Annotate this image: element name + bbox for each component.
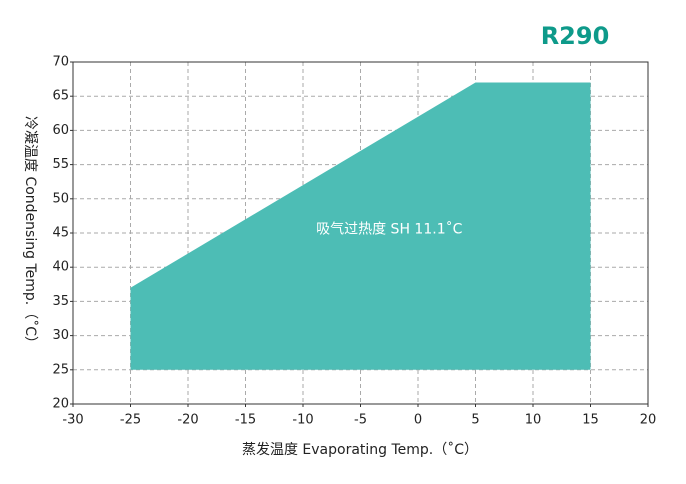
x-tick-label: 0 [414, 413, 422, 428]
y-tick-label: 45 [52, 226, 69, 241]
y-tick-label: 30 [52, 328, 69, 343]
plot-frame [72, 61, 649, 405]
x-tick-label: -5 [354, 413, 367, 428]
y-axis-label: 冷凝温度 Condensing Temp.（˚C） [22, 116, 39, 350]
y-tick-label: 65 [52, 89, 69, 104]
x-tick-label: 10 [525, 413, 542, 428]
y-tick-label: 70 [52, 55, 69, 70]
y-tick-label: 60 [52, 123, 69, 138]
envelope-area [130, 82, 591, 370]
x-axis-label: 蒸发温度 Evaporating Temp.（˚C） [242, 441, 478, 458]
x-tick-label: 20 [640, 413, 657, 428]
x-tick-label: -20 [177, 413, 198, 428]
annotation: 吸气过热度 SH 11.1˚C [316, 221, 462, 238]
x-tick-label: -30 [62, 413, 83, 428]
x-tick-label: 15 [582, 413, 599, 428]
x-tick-label: -25 [120, 413, 141, 428]
y-tick-label: 50 [52, 191, 69, 206]
y-tick-label: 55 [52, 157, 69, 172]
chart-title: R290 [541, 22, 610, 50]
x-tick-label: -10 [292, 413, 313, 428]
y-tick-label: 35 [52, 294, 69, 309]
x-tick-label: -15 [235, 413, 256, 428]
y-tick-label: 25 [52, 362, 69, 377]
y-tick-label: 40 [52, 260, 69, 275]
y-tick-label: 20 [52, 397, 69, 412]
x-tick-label: 5 [471, 413, 479, 428]
